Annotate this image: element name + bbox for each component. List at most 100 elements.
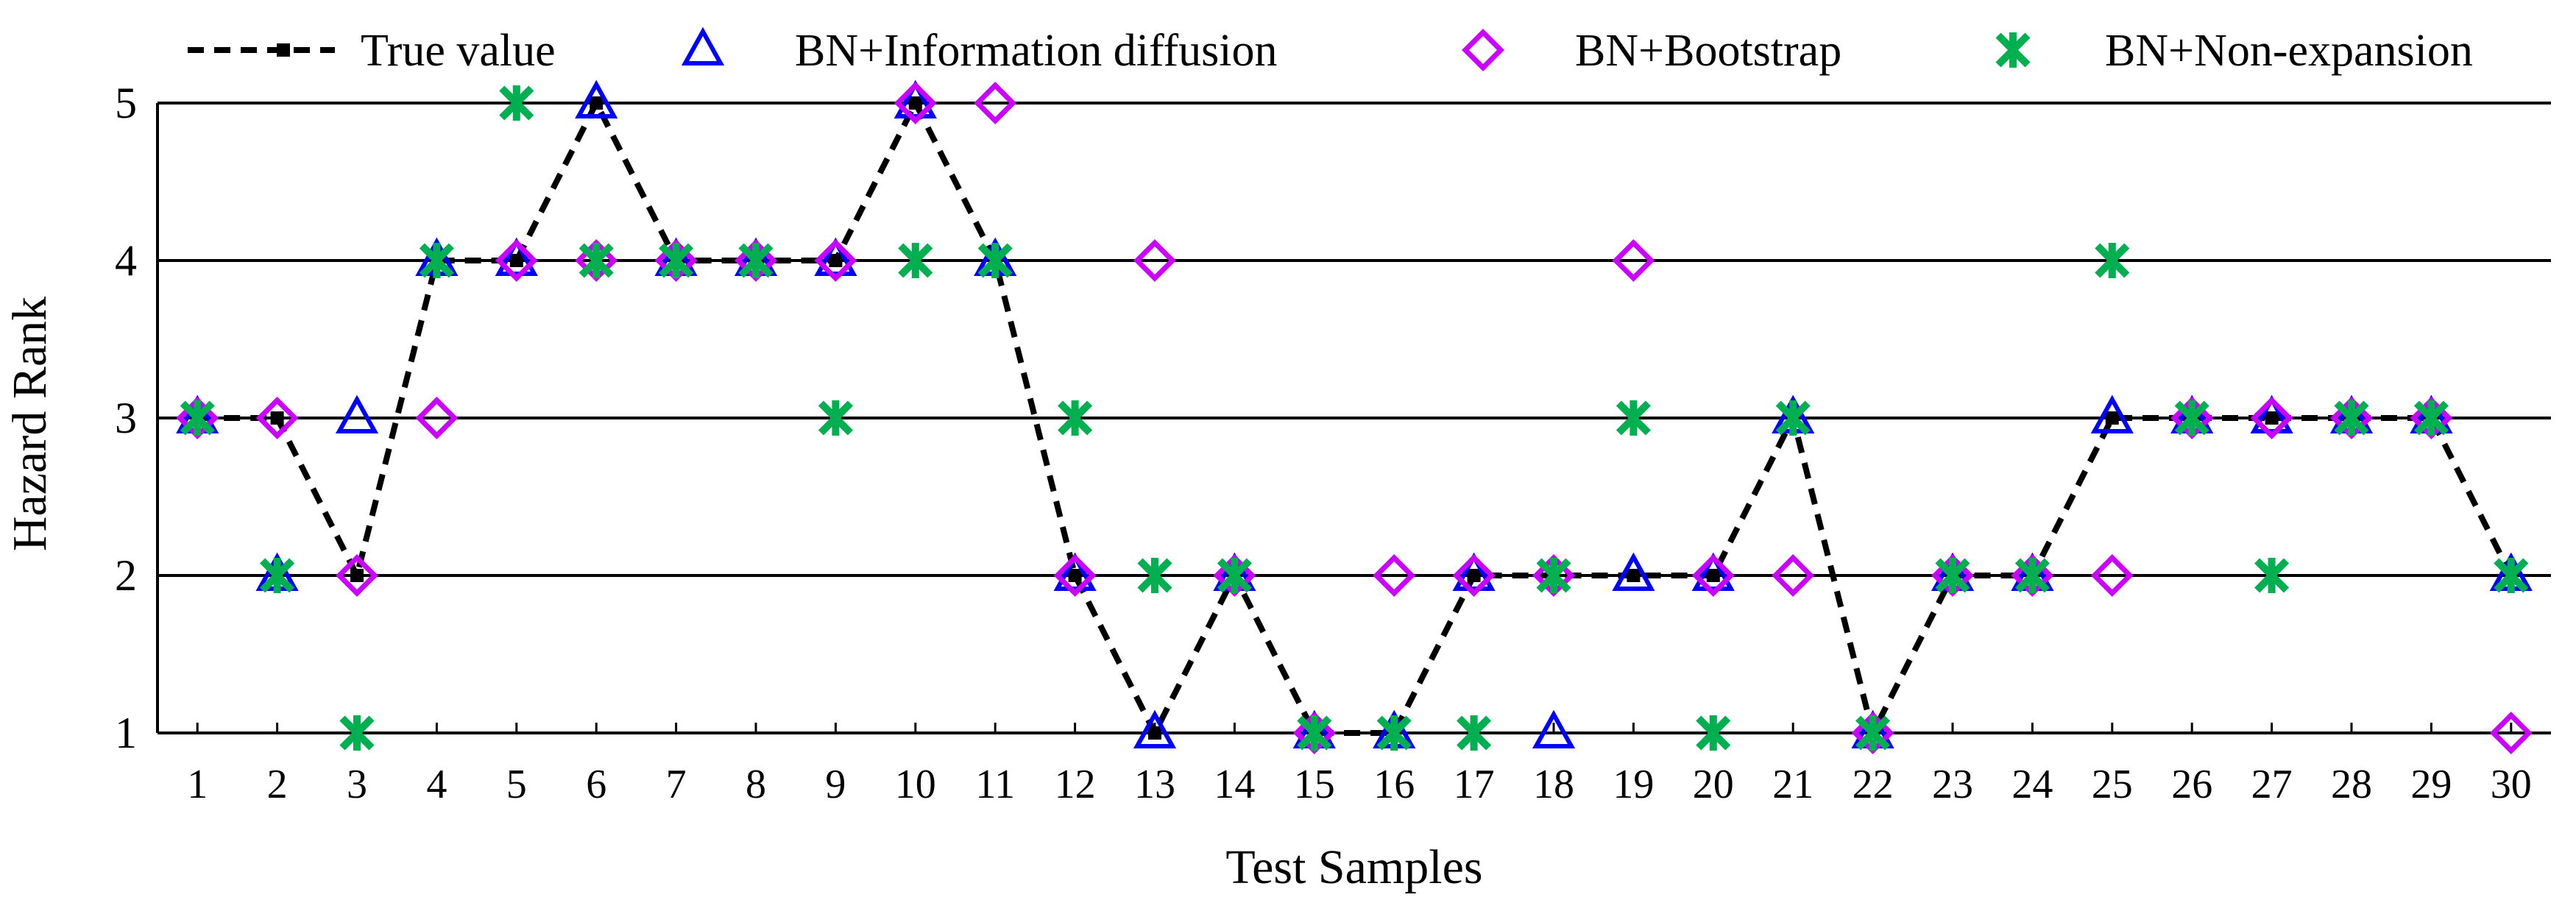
point-1-10 [894, 79, 937, 118]
point-0-13 [1148, 726, 1161, 740]
point-3-27 [2254, 558, 2290, 593]
point-3-28 [2334, 400, 2369, 436]
legend-marker [1995, 32, 2031, 68]
point-0-19 [1627, 569, 1641, 582]
point-2-16 [1373, 554, 1416, 597]
point-2-3 [336, 554, 378, 597]
point-0-3 [350, 569, 364, 582]
point-2-9 [814, 239, 857, 282]
x-tick-label-5: 5 [506, 762, 527, 807]
point-0-6 [590, 96, 604, 110]
x-tick-label-28: 28 [2331, 762, 2372, 807]
x-tick-label-23: 23 [1932, 762, 1973, 807]
x-tick-label-10: 10 [895, 762, 936, 807]
x-tick-label-24: 24 [2011, 762, 2053, 807]
y-tick-label-2: 2 [115, 551, 137, 600]
point-3-29 [2413, 400, 2449, 436]
point-3-24 [2014, 558, 2050, 593]
x-tick-label-27: 27 [2251, 762, 2293, 807]
point-1-17 [1452, 552, 1496, 591]
point-1-6 [575, 79, 618, 118]
point-1-12 [1053, 552, 1097, 591]
point-2-2 [255, 397, 299, 439]
point-2-25 [2090, 554, 2134, 597]
point-0-10 [908, 96, 922, 110]
legend-label: BN+Information diffusion [795, 26, 1277, 76]
x-tick-label-25: 25 [2092, 762, 2133, 807]
point-2-20 [1691, 554, 1735, 597]
point-0-9 [829, 254, 843, 267]
x-tick-label-9: 9 [825, 762, 846, 807]
legend-label: BN+Bootstrap [1575, 26, 1841, 76]
legend-label: BN+Non-expansion [2105, 26, 2473, 76]
legend-marker [277, 43, 290, 57]
legend-label: True value [361, 26, 556, 76]
point-3-3 [339, 715, 375, 751]
point-1-9 [814, 237, 857, 276]
x-tick-label-1: 1 [187, 762, 208, 807]
y-tick-label-3: 3 [115, 394, 137, 442]
grid-lines [158, 102, 2551, 577]
point-3-26 [2174, 400, 2209, 436]
series [176, 79, 2533, 754]
point-3-1 [180, 400, 215, 436]
point-2-30 [2489, 712, 2533, 754]
point-2-17 [1452, 554, 1496, 597]
x-tick-label-20: 20 [1693, 762, 1734, 807]
point-3-16 [1376, 715, 1412, 751]
point-3-25 [2095, 243, 2130, 278]
point-3-5 [499, 85, 534, 121]
point-0-5 [509, 254, 523, 267]
point-0-17 [1467, 569, 1481, 582]
point-2-13 [1133, 239, 1176, 282]
x-tick-label-15: 15 [1294, 762, 1335, 807]
point-2-5 [495, 239, 538, 282]
point-3-17 [1457, 715, 1492, 751]
x-axis-label: Test Samples [1225, 840, 1482, 894]
point-1-20 [1691, 552, 1735, 591]
x-tick-label-6: 6 [586, 762, 606, 807]
legend-item-1: BN+Information diffusion [681, 26, 1277, 76]
point-2-12 [1053, 554, 1097, 597]
x-tick-label-26: 26 [2171, 762, 2212, 807]
point-1-27 [2250, 394, 2293, 433]
x-tick-label-13: 13 [1134, 762, 1175, 807]
point-2-10 [894, 82, 937, 124]
series-bn-non-expansion [180, 85, 2529, 751]
point-3-30 [2494, 558, 2529, 593]
legend-marker [681, 26, 725, 65]
y-axis-label: Hazard Rank [3, 297, 57, 551]
point-2-4 [415, 397, 459, 439]
point-0-12 [1068, 569, 1082, 582]
point-1-13 [1133, 709, 1177, 748]
point-2-19 [1612, 239, 1655, 282]
point-0-2 [270, 411, 284, 425]
x-tick-label-30: 30 [2491, 762, 2532, 807]
point-3-22 [1855, 715, 1891, 751]
x-tick-label-12: 12 [1055, 762, 1096, 807]
point-3-7 [659, 243, 694, 278]
point-1-18 [1532, 709, 1576, 748]
legend-item-3: BN+Non-expansion [1995, 26, 2473, 76]
x-tick-labels: 1 2 3 4 5 6 7 8 9 10 11 12 13 14 15 16 17 18 19 20 21 22 23 24 2… [187, 762, 2532, 807]
true-value-line [197, 100, 2514, 736]
legend: True value BN+Information diffusion BN+Boo… [188, 26, 2473, 76]
legend-item-2: BN+Bootstrap [1462, 26, 1841, 76]
x-tick-label-8: 8 [746, 762, 766, 807]
x-tick-label-22: 22 [1853, 762, 1894, 807]
point-2-11 [974, 82, 1017, 124]
point-3-2 [260, 558, 295, 593]
legend-item-0: True value [188, 26, 556, 76]
y-tick-label-1: 1 [115, 709, 137, 757]
x-tick-label-2: 2 [267, 762, 288, 807]
point-3-9 [818, 400, 853, 436]
point-3-15 [1297, 715, 1332, 751]
point-3-23 [1935, 558, 1970, 593]
point-3-12 [1058, 400, 1093, 436]
y-tick-label-4: 4 [115, 236, 137, 285]
point-1-3 [335, 394, 379, 433]
point-2-27 [2250, 397, 2293, 439]
point-3-14 [1217, 558, 1252, 593]
point-3-11 [977, 243, 1013, 278]
